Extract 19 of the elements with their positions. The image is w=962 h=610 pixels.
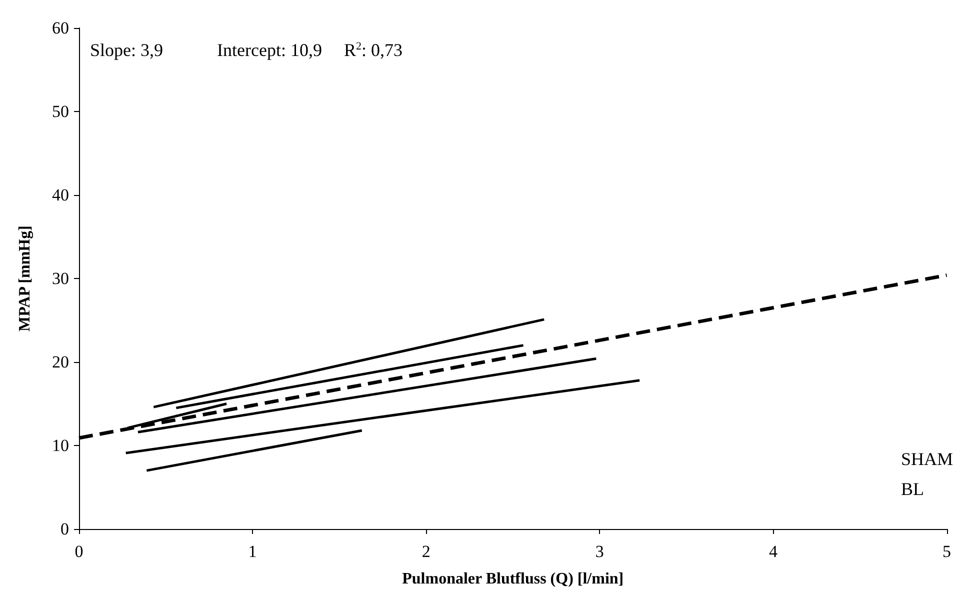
y-tick-label: 60 (52, 18, 69, 38)
x-tick-label: 2 (422, 542, 430, 561)
x-tick-label: 1 (248, 542, 257, 561)
y-tick-label: 20 (52, 352, 69, 372)
y-tick-label: 50 (52, 102, 69, 121)
y-tick-label: 40 (52, 186, 69, 204)
y-axis-title: MPAP [mmHg] (16, 226, 34, 332)
y-tick-label: 0 (60, 520, 69, 538)
x-tick-label: 3 (595, 542, 604, 561)
x-tick-label: 5 (942, 542, 951, 561)
x-tick-label: 0 (74, 542, 84, 561)
annotation: BL (901, 479, 924, 499)
y-tick-label: 30 (52, 269, 69, 288)
x-axis-title: Pulmonaler Blutfluss (Q) [l/min] (402, 570, 624, 588)
annotation: Intercept: 10,9 (217, 40, 322, 60)
annotation: SHAM (901, 449, 954, 469)
x-tick-label: 4 (768, 542, 778, 561)
annotation: Slope: 3,9 (90, 40, 164, 60)
y-tick-label: 10 (52, 436, 69, 455)
